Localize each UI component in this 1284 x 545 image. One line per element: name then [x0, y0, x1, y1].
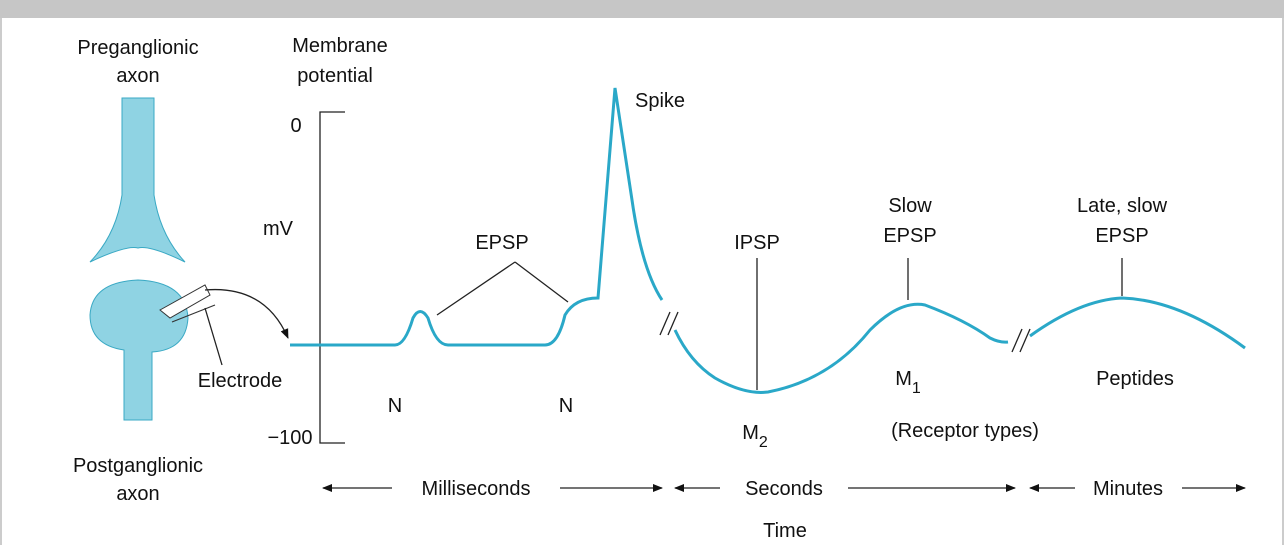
- label: IPSP: [734, 232, 780, 254]
- label: EPSP: [1095, 225, 1148, 247]
- pointer-lines: [436, 258, 1123, 390]
- receptor: M1: [895, 368, 921, 397]
- timescale: Minutes: [1093, 478, 1163, 500]
- axis-label: mV: [263, 218, 294, 240]
- receptor: Peptides: [1096, 368, 1174, 390]
- receptor-subscript: 2: [759, 434, 768, 451]
- electrode-line: [171, 304, 216, 323]
- label: Preganglionic: [77, 37, 198, 59]
- receptor: N: [388, 395, 402, 417]
- receptor-subscript: 1: [912, 380, 921, 397]
- label: axon: [116, 65, 159, 87]
- label: Slow: [888, 195, 932, 217]
- axis-label: 0: [290, 115, 301, 137]
- label: axon: [116, 483, 159, 505]
- neuron: [89, 97, 189, 421]
- axis-title: Time: [763, 520, 807, 542]
- top-bar: [0, 0, 1284, 18]
- recording-arrow: [204, 288, 289, 339]
- axis-title: Membrane: [292, 35, 388, 57]
- receptor-letter: M: [742, 422, 759, 444]
- label: EPSP: [475, 232, 528, 254]
- timescale: Milliseconds: [422, 478, 531, 500]
- label: Electrode: [198, 370, 283, 392]
- timescale: Seconds: [745, 478, 823, 500]
- label: Postganglionic: [73, 455, 203, 477]
- label: EPSP: [883, 225, 936, 247]
- label: Spike: [635, 90, 685, 112]
- receptor: M2: [742, 422, 768, 451]
- axis-bracket: [319, 111, 345, 444]
- break-marks: [659, 311, 1031, 353]
- axis-label: −100: [267, 427, 312, 449]
- electrode-leader: [204, 307, 223, 366]
- label: Late, slow: [1077, 195, 1168, 217]
- caption: (Receptor types): [891, 420, 1039, 442]
- electrode-tip: [159, 284, 211, 319]
- receptor-letter: M: [895, 368, 912, 390]
- receptor: N: [559, 395, 573, 417]
- potential-trace: [290, 87, 1246, 394]
- axis-title: potential: [297, 65, 373, 87]
